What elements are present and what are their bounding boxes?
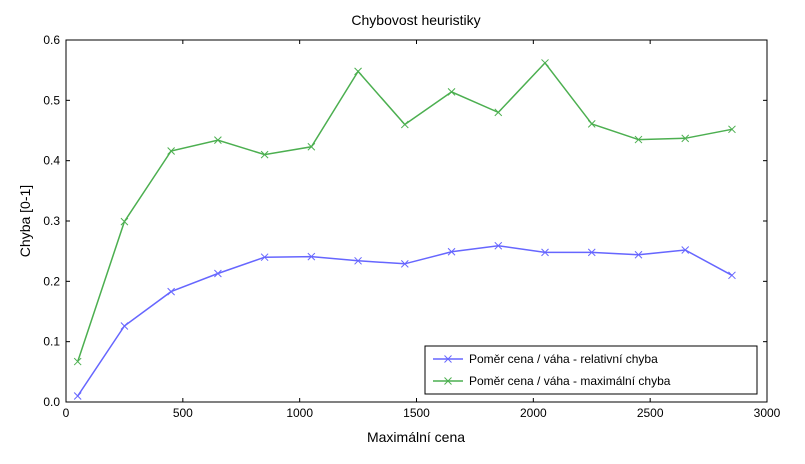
marker-stroke: [307, 142, 316, 151]
data-point: [634, 250, 643, 259]
marker-stroke: [587, 120, 596, 128]
chart-title: Chybovost heuristiky: [351, 12, 480, 28]
marker-stroke: [400, 259, 409, 268]
legend-item: Poměr cena / váha - maximální chyba: [433, 374, 671, 388]
data-point: [73, 357, 82, 366]
y-tick-label: 0.3: [43, 214, 60, 228]
marker-stroke: [447, 247, 456, 256]
x-tick-label: 0: [63, 406, 70, 420]
marker-stroke: [260, 253, 269, 262]
data-point: [400, 120, 409, 129]
data-point: [447, 88, 456, 96]
y-axis-title: Chyba [0-1]: [17, 185, 33, 257]
marker-stroke: [541, 248, 549, 257]
marker-stroke: [541, 59, 549, 67]
data-point: [167, 287, 176, 296]
marker-stroke: [73, 392, 82, 400]
marker-stroke: [634, 135, 643, 144]
x-tick-label: 3000: [754, 406, 781, 420]
legend-label: Poměr cena / váha - maximální chyba: [469, 374, 671, 388]
marker-stroke: [260, 150, 269, 159]
legend-marker: [444, 355, 452, 363]
data-point: [728, 271, 736, 280]
data-point: [634, 135, 643, 144]
data-point: [167, 147, 176, 155]
data-point: [494, 241, 503, 250]
data-point: [354, 256, 362, 265]
data-point: [260, 253, 269, 262]
data-point: [400, 259, 409, 268]
marker-stroke: [728, 271, 736, 280]
x-tick-label: 2500: [637, 406, 664, 420]
axis-ticks: 0 500 1000 1500 2000 2500 3000 0.0 0.1 0.2 0.3 0.4 0…: [43, 33, 780, 420]
marker-stroke: [681, 134, 690, 143]
marker-stroke: [444, 355, 452, 363]
data-point: [73, 392, 82, 400]
marker-stroke: [728, 125, 736, 134]
data-point: [354, 67, 362, 76]
data-point: [728, 125, 736, 134]
series-line: [76, 61, 733, 362]
legend-marker: [444, 377, 452, 385]
legend-item: Poměr cena / váha - relativní chyba: [433, 352, 658, 366]
data-point: [681, 134, 690, 143]
series-1: [73, 241, 736, 400]
marker-stroke: [354, 67, 362, 76]
y-tick-label: 0.5: [43, 93, 60, 107]
x-tick-label: 2000: [520, 406, 547, 420]
marker-stroke: [73, 357, 82, 366]
data-point: [120, 322, 129, 330]
plot-area: [73, 59, 736, 400]
legend-box: [424, 345, 758, 395]
x-axis-title: Maximální cena: [367, 429, 465, 445]
marker-stroke: [214, 136, 222, 145]
y-tick-label: 0.2: [43, 274, 60, 288]
y-tick-label: 0.0: [43, 395, 60, 409]
marker-stroke: [444, 377, 452, 385]
marker-stroke: [120, 217, 129, 226]
marker-stroke: [634, 250, 643, 259]
data-point: [307, 142, 316, 151]
marker-stroke: [167, 147, 176, 155]
data-point: [494, 108, 503, 117]
x-tick-label: 500: [173, 406, 193, 420]
data-point: [541, 59, 549, 67]
marker-stroke: [494, 108, 503, 117]
data-point: [587, 120, 596, 128]
marker-stroke: [167, 287, 176, 296]
marker-stroke: [354, 256, 362, 265]
marker-stroke: [494, 241, 503, 250]
x-tick-label: 1000: [286, 406, 313, 420]
data-point: [447, 247, 456, 256]
data-point: [260, 150, 269, 159]
data-point: [214, 269, 222, 278]
marker-stroke: [400, 120, 409, 129]
marker-stroke: [681, 246, 690, 254]
legend-label: Poměr cena / váha - relativní chyba: [469, 352, 658, 366]
marker-stroke: [307, 252, 316, 261]
legend: Poměr cena / váha - relativní chyba Poměr…: [424, 345, 758, 395]
y-tick-label: 0.1: [43, 335, 60, 349]
data-point: [587, 248, 596, 257]
marker-stroke: [447, 88, 456, 96]
data-point: [120, 217, 129, 226]
data-point: [307, 252, 316, 261]
y-tick-label: 0.6: [43, 33, 60, 47]
marker-stroke: [214, 269, 222, 278]
y-tick-label: 0.4: [43, 154, 60, 168]
data-point: [541, 248, 549, 257]
series-2: [73, 59, 736, 366]
data-point: [681, 246, 690, 254]
marker-stroke: [587, 248, 596, 257]
data-point: [214, 136, 222, 145]
x-tick-label: 1500: [403, 406, 430, 420]
marker-stroke: [120, 322, 129, 330]
